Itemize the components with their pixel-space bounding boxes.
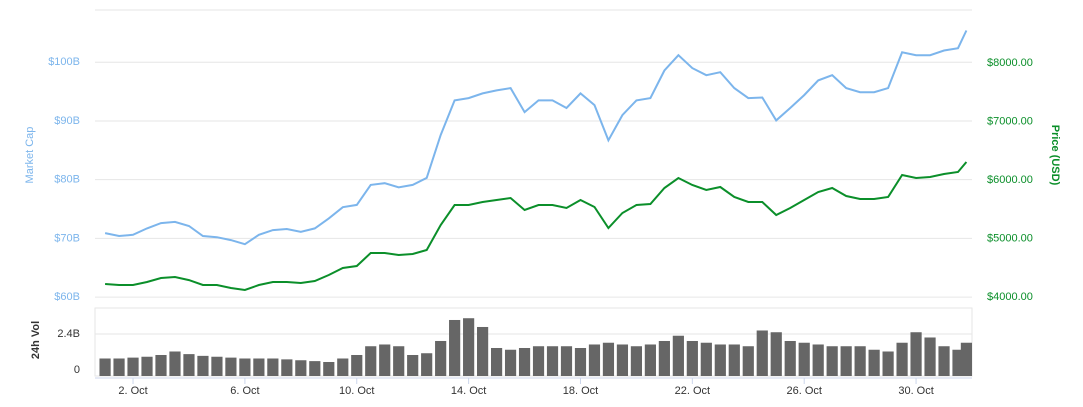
volume-bar [351,354,363,376]
volume-bar [938,346,950,376]
x-tick-label: 22. Oct [675,385,710,397]
volume-bar [658,340,670,376]
volume-bar [532,346,545,376]
volume-bar [588,344,601,376]
volume-bar [435,340,447,376]
volume-bar [686,340,698,376]
volume-bar [560,346,573,376]
volume-bar [449,319,461,376]
volume-bar [616,344,629,376]
volume-bar [490,347,503,376]
volume-bar [952,349,964,376]
volume-bar [784,340,796,376]
y2-axis-label: Price (USD) [1049,125,1061,186]
volume-bar [211,356,223,376]
y-tick-label: 0 [74,364,80,376]
volume-bar [840,346,852,376]
x-tick-label: 2. Oct [118,385,147,397]
volume-bar [868,349,880,376]
y-tick-label: $80B [54,174,80,186]
y2-tick-label: $4000.00 [987,291,1033,303]
series-line [104,30,968,246]
volume-bar [183,354,195,376]
volume-bar [960,342,972,376]
x-tick-label: 18. Oct [563,385,598,397]
volume-bar [644,344,656,376]
x-tick-label: 10. Oct [339,385,374,397]
volume-bar [630,346,643,376]
volume-bar [798,342,810,376]
volume-bar [756,330,768,376]
volume-bar [197,355,209,376]
x-tick-label: 26. Oct [786,385,821,397]
x-tick-label: 14. Oct [451,385,486,397]
volume-bar [854,346,866,376]
y-tick-label: 2.4B [57,328,80,340]
y2-tick-label: $6000.00 [987,174,1033,186]
volume-bar [407,354,419,376]
volume-bar [393,346,405,376]
volume-bar [127,357,139,376]
volume-bar [924,337,936,376]
y2-tick-label: $7000.00 [987,115,1033,127]
volume-bar [281,359,293,376]
volume-bar [826,346,838,376]
volume-bar [714,344,726,376]
x-tick-label: 30. Oct [898,385,933,397]
volume-bar [379,344,391,376]
volume-bar [99,358,111,376]
volume-bar [728,344,740,376]
x-tick-label: 6. Oct [230,385,259,397]
volume-bar [770,332,782,376]
volume-bar [700,342,712,376]
y-tick-label: $90B [54,115,80,127]
volume-bar [295,360,307,376]
volume-bar [574,347,587,376]
volume-bar [309,361,321,376]
volume-axis-label: 24h Vol [30,321,42,359]
volume-bar [518,347,531,376]
y2-tick-label: $8000.00 [987,57,1033,69]
volume-bar [169,351,181,376]
volume-bar [504,349,517,376]
volume-bar [239,358,251,376]
y-axis-label: Market Cap [24,127,36,184]
volume-bar [812,344,824,376]
volume-bar [113,358,125,376]
series-line [105,161,968,292]
volume-bar [421,353,433,376]
volume-bar [896,342,908,376]
volume-bar [337,358,349,376]
volume-bar [477,326,489,376]
y2-tick-label: $5000.00 [987,232,1033,244]
volume-bar [546,346,559,376]
volume-bar [323,361,335,376]
volume-bar [267,358,279,376]
volume-bar [155,354,167,376]
volume-bar [910,332,922,376]
y-tick-label: $70B [54,232,80,244]
volume-bar [882,351,894,376]
volume-bar [672,335,684,376]
volume-bar [141,356,153,376]
volume-bar [365,346,377,376]
volume-bar [463,318,475,376]
volume-bar [602,342,615,376]
volume-bar [225,357,237,376]
volume-bar [253,358,265,376]
y-tick-label: $60B [54,291,80,303]
y-tick-label: $100B [48,56,80,68]
volume-bar [742,346,754,376]
